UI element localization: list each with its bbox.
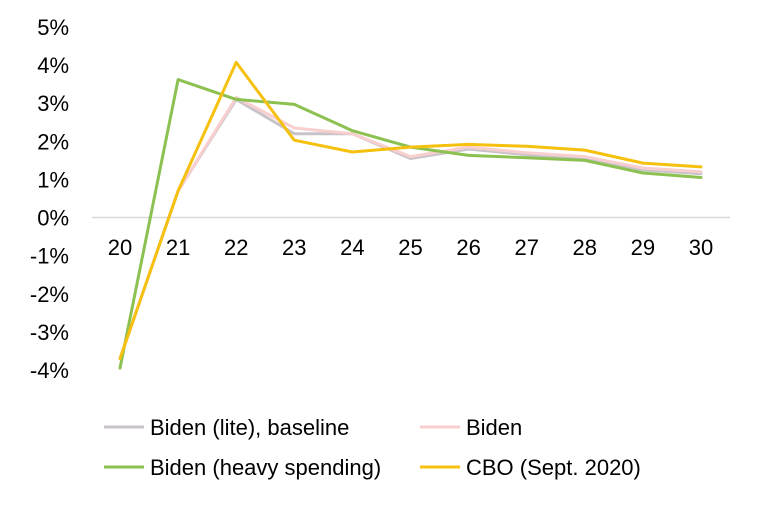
series-line-2: [118, 96, 703, 361]
y-tick-label: -3%: [30, 320, 69, 345]
series-lines: [118, 60, 703, 370]
y-tick-label: 4%: [37, 53, 69, 78]
legend: Biden (lite), baseline Biden Biden (heavy …: [104, 415, 641, 480]
x-tick-label: 22: [224, 235, 248, 260]
y-tick-label: 3%: [37, 91, 69, 116]
y-tick-label: 5%: [37, 15, 69, 40]
x-tick-label: 25: [398, 235, 422, 260]
x-tick-label: 27: [514, 235, 538, 260]
x-tick-label: 30: [689, 235, 713, 260]
y-tick-label: 2%: [37, 129, 69, 154]
x-tick-label: 28: [573, 235, 597, 260]
x-tick-label: 24: [340, 235, 364, 260]
x-axis-tick-labels: 20 21 22 23 24 25 26 27 28 29 30: [108, 235, 713, 260]
legend-label-2: Biden: [466, 415, 522, 440]
y-tick-label: 0%: [37, 206, 69, 231]
series-line-3: [118, 78, 703, 370]
y-tick-label: -1%: [30, 244, 69, 269]
y-tick-label: -4%: [30, 358, 69, 383]
legend-label-3: Biden (heavy spending): [150, 455, 381, 480]
series-line-4: [118, 60, 703, 361]
x-tick-label: 21: [166, 235, 190, 260]
x-tick-label: 20: [108, 235, 132, 260]
y-tick-label: 1%: [37, 167, 69, 192]
x-tick-label: 23: [282, 235, 306, 260]
x-tick-label: 29: [631, 235, 655, 260]
y-tick-label: -2%: [30, 282, 69, 307]
legend-label-4: CBO (Sept. 2020): [466, 455, 641, 480]
series-line-1: [118, 97, 703, 361]
y-axis-tick-labels: 5% 4% 3% 2% 1% 0% -1% -2% -3% -4%: [30, 15, 69, 383]
x-tick-label: 26: [456, 235, 480, 260]
legend-label-1: Biden (lite), baseline: [150, 415, 349, 440]
